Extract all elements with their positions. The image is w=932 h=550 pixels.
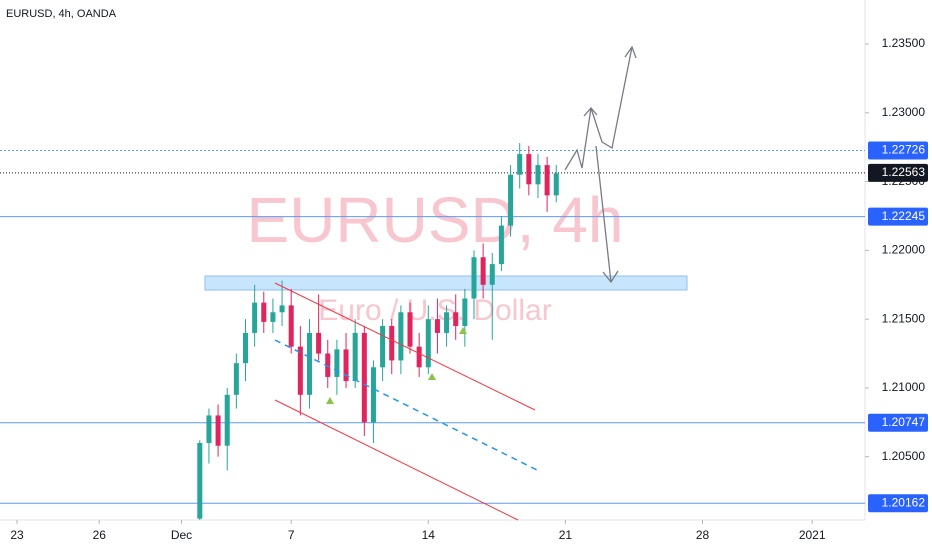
candle-body xyxy=(279,305,285,313)
x-tick-label: 21 xyxy=(559,528,573,542)
level-label-box xyxy=(868,207,928,226)
projection-down xyxy=(595,145,612,283)
candle-body xyxy=(535,165,541,185)
y-tick-label: 1.21000 xyxy=(882,380,926,394)
candle-body xyxy=(398,312,404,361)
candle-body xyxy=(261,302,267,322)
candle-body xyxy=(471,257,477,299)
candle-body xyxy=(370,367,376,423)
level-label: 1.20162 xyxy=(882,495,926,509)
level-label: 1.22245 xyxy=(882,209,926,223)
arrow-head xyxy=(583,107,598,117)
candle-body xyxy=(224,394,230,446)
candle-body xyxy=(288,305,294,347)
candle-body xyxy=(389,326,395,361)
arrow-head xyxy=(602,270,619,284)
candle-body xyxy=(206,415,212,443)
x-tick-label: Dec xyxy=(171,528,192,542)
y-tick-label: 1.23500 xyxy=(882,36,926,50)
signal-marker xyxy=(428,373,436,380)
level-label-box xyxy=(868,141,928,160)
watermark: EURUSD, 4h xyxy=(247,184,624,256)
drawings xyxy=(274,45,637,521)
candle-body xyxy=(306,332,312,395)
x-tick-label: 14 xyxy=(422,528,436,542)
resistance-zone xyxy=(204,275,688,291)
candle-body xyxy=(252,302,258,333)
candle-body xyxy=(498,225,504,265)
candle-body xyxy=(316,332,322,354)
candle-body xyxy=(434,319,440,333)
candle-body xyxy=(270,312,276,322)
candle-body xyxy=(453,312,459,327)
candle-body xyxy=(361,332,367,423)
candle-body xyxy=(233,363,239,395)
candle-body xyxy=(462,298,468,327)
candle-body xyxy=(480,257,486,285)
channel-mid xyxy=(274,339,538,471)
candle-body xyxy=(352,332,358,382)
candle-body xyxy=(343,349,349,382)
y-tick-label: 1.20500 xyxy=(882,449,926,463)
candle-body xyxy=(242,332,249,364)
candle-body xyxy=(517,154,523,175)
signal-marker xyxy=(326,397,334,404)
x-tick-label: 7 xyxy=(288,528,295,542)
current-price-label: 1.22563 xyxy=(882,165,926,179)
level-label: 1.22726 xyxy=(882,143,926,157)
candle-body xyxy=(508,174,514,226)
level-label: 1.20747 xyxy=(882,415,926,429)
chart-title: EURUSD, 4h, OANDA xyxy=(6,8,117,20)
candle-body xyxy=(444,312,450,333)
candle-body xyxy=(489,264,495,285)
arrow-head xyxy=(624,45,637,59)
y-tick-label: 1.23000 xyxy=(882,105,926,119)
level-label-box xyxy=(868,413,928,432)
y-tick-label: 1.22000 xyxy=(882,243,926,257)
candle-body xyxy=(416,346,422,368)
level-label-box xyxy=(868,494,928,513)
x-tick-label: 26 xyxy=(93,528,107,542)
candle-body xyxy=(325,353,331,377)
candle-body xyxy=(526,154,532,185)
y-tick-label: 1.21500 xyxy=(882,311,926,325)
x-tick-label: 2021 xyxy=(799,528,826,542)
candle-body xyxy=(544,165,550,196)
current-price-box xyxy=(868,163,928,182)
candle-body xyxy=(425,319,431,368)
signal-marker xyxy=(459,327,467,334)
candle-body xyxy=(380,326,386,368)
candle-body xyxy=(553,173,559,196)
x-tick-label: 23 xyxy=(10,528,24,542)
candle-body xyxy=(215,415,221,446)
channel-lower xyxy=(274,399,519,521)
plot-area xyxy=(0,143,865,520)
channel-upper xyxy=(274,282,536,411)
candle-body xyxy=(297,346,303,395)
x-tick-label: 28 xyxy=(696,528,710,542)
candle-body xyxy=(407,312,413,347)
candle-body xyxy=(197,442,203,519)
candle-body xyxy=(334,349,340,377)
